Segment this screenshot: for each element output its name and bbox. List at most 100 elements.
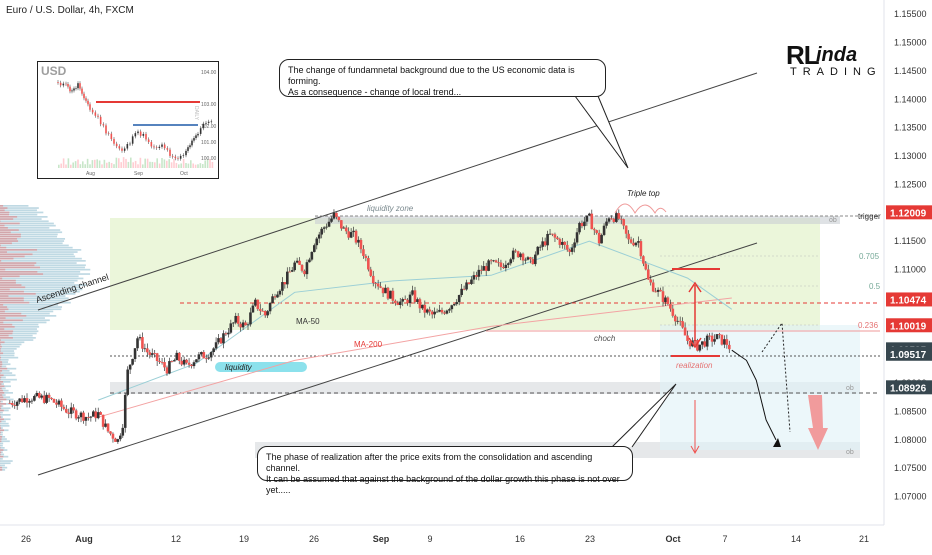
usd-candle-body (189, 145, 191, 147)
usd-xtick-0: Aug (86, 171, 95, 177)
consolidation-zone (110, 218, 820, 330)
usd-ytick-3: 101.00 (201, 140, 217, 146)
candle-body (183, 360, 186, 365)
candle-body (193, 362, 196, 366)
volume-profile-bar-sell (0, 214, 9, 216)
candle-body (195, 359, 198, 362)
brand-name: inda (816, 44, 857, 67)
candle-body (166, 367, 169, 373)
candle-body (141, 337, 144, 349)
candle-body (679, 321, 682, 322)
candle-body (102, 415, 105, 427)
volume-profile-bar-sell (0, 209, 5, 211)
volume-profile-bar-sell (0, 346, 2, 348)
candle-body (647, 269, 650, 279)
triple-top-label: Triple top (627, 189, 660, 198)
candle-body (367, 258, 370, 269)
usd-candle-body (108, 133, 110, 134)
candle-body (151, 353, 154, 355)
candle-body (554, 234, 557, 237)
candle-body (372, 276, 375, 283)
candle-body (509, 259, 512, 263)
usd-inset-label: USD (41, 64, 67, 78)
candle-body (595, 230, 598, 233)
x-tick-label: Oct (665, 534, 680, 544)
candle-body (455, 302, 458, 304)
candle-body (627, 234, 630, 240)
volume-profile-bar-sell (0, 396, 3, 398)
candle-body (198, 354, 201, 359)
candle-body (374, 283, 377, 284)
candle-body (392, 291, 395, 301)
usd-candle-body (83, 94, 85, 99)
candle-body (674, 316, 677, 321)
candle-body (222, 333, 225, 343)
usd-volume-bar (104, 160, 106, 168)
candle-body (576, 232, 579, 242)
candle-body (649, 279, 652, 282)
candle-body (608, 218, 611, 221)
usd-candle-body (75, 88, 77, 89)
candle-body (146, 348, 149, 352)
candle-body (244, 322, 247, 325)
usd-volume (58, 157, 213, 168)
usd-volume-bar (149, 162, 151, 168)
volume-profile-bar-sell (0, 218, 13, 220)
usd-volume-bar (197, 164, 199, 168)
candle-body (544, 241, 547, 245)
usd-volume-bar (75, 161, 77, 168)
usd-candle-body (143, 134, 145, 136)
x-tick-label: 14 (791, 534, 801, 544)
candle-body (438, 310, 441, 312)
candle-body (652, 282, 655, 291)
usd-volume-bar (180, 163, 182, 168)
candle-body (225, 333, 228, 334)
candle-body (465, 282, 468, 289)
usd-candle-body (73, 88, 75, 90)
candle-body (269, 303, 272, 311)
usd-volume-bar (152, 162, 154, 168)
volume-profile-bar-sell (0, 236, 21, 238)
volume-profile-bar-sell (0, 337, 13, 339)
candle-body (315, 239, 318, 246)
candle-body (261, 311, 264, 312)
candle-body (473, 275, 476, 279)
candle-body (232, 323, 235, 324)
y-tick-label: 1.13000 (894, 151, 927, 161)
candle-body (436, 312, 439, 313)
volume-profile-bar-sell (0, 304, 3, 306)
candle-body (67, 413, 70, 414)
volume-profile-bar-sell (0, 335, 9, 337)
candle-body (583, 222, 586, 226)
candle-body (136, 338, 139, 348)
usd-candle-body (208, 122, 210, 123)
volume-profile-bar-sell (0, 273, 43, 275)
candle-body (168, 361, 171, 373)
volume-profile-bar-sell (0, 352, 3, 354)
candle-body (114, 439, 117, 442)
y-tick-label: 1.07500 (894, 463, 927, 473)
usd-volume-bar (92, 160, 94, 168)
candle-body (40, 396, 43, 398)
x-tick-label: 26 (21, 534, 31, 544)
volume-profile-bar (0, 462, 11, 464)
candle-body (247, 324, 250, 325)
volume-profile-bar-sell (0, 328, 4, 330)
usd-volume-bar (89, 164, 91, 168)
usd-volume-bar (176, 163, 178, 168)
candle-body (505, 265, 508, 268)
volume-profile-bar-sell (0, 429, 4, 431)
volume-profile-bar-sell (0, 385, 4, 387)
candle-body (401, 299, 404, 302)
usd-candle-body (187, 147, 189, 151)
volume-profile-bar-sell (0, 264, 34, 266)
usd-candle-body (63, 84, 65, 86)
candle-body (242, 322, 245, 327)
usd-volume-bar (142, 164, 144, 168)
usd-volume-bar (144, 159, 146, 168)
volume-profile-bar (0, 350, 14, 352)
usd-volume-bar (84, 164, 86, 168)
price-label-text: 1.09517 (890, 350, 927, 361)
candle-body (311, 252, 314, 260)
candle-body (320, 229, 323, 235)
